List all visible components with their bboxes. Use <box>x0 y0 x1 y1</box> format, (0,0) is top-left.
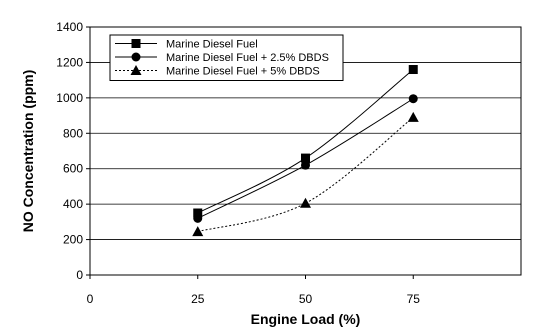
data-point-triangle <box>300 197 311 208</box>
data-point-circle <box>193 213 203 223</box>
legend-marker <box>131 52 141 62</box>
y-tick-label: 800 <box>63 126 83 140</box>
x-tick-label: 25 <box>191 292 205 306</box>
data-point-square <box>193 208 203 218</box>
y-tick-label: 1000 <box>56 91 83 105</box>
legend-box <box>109 34 344 81</box>
x-axis-title: Engine Load (%) <box>251 311 361 327</box>
series-2 <box>193 94 418 223</box>
y-tick-label: 400 <box>63 197 83 211</box>
y-tick-label: 200 <box>63 233 83 247</box>
legend-marker <box>131 39 141 48</box>
y-tick-label: 600 <box>63 162 83 176</box>
axis-ticks: 0 200 400 600 800 1000 1200 1400 0 25 50 75 <box>56 20 420 306</box>
data-point-circle <box>301 160 310 170</box>
data-point-circle <box>408 94 418 104</box>
data-point-triangle <box>192 226 204 237</box>
data-point-square <box>301 153 310 163</box>
y-tick-label: 1200 <box>56 55 83 69</box>
series-1 <box>193 65 418 218</box>
data-point-square <box>408 65 418 75</box>
legend-item: Marine Diesel Fuel + 2.5% DBDS <box>115 52 329 64</box>
y-tick-label: 1400 <box>56 20 83 34</box>
x-tick-label: 50 <box>299 292 313 306</box>
legend-item: Marine Diesel Fuel <box>115 39 258 51</box>
y-axis-title: NO Concentration (ppm) <box>20 70 36 233</box>
data-point-triangle <box>407 111 419 122</box>
y-tick-label: 0 <box>76 268 83 282</box>
x-tick-label: 75 <box>407 292 421 306</box>
series-3 <box>192 111 419 237</box>
legend-item: Marine Diesel Fuel + 5% DBDS <box>115 65 320 78</box>
legend-label: Marine Diesel Fuel <box>166 39 258 51</box>
legend-marker <box>130 65 142 75</box>
legend-label: Marine Diesel Fuel + 2.5% DBDS <box>166 52 329 64</box>
legend-label: Marine Diesel Fuel + 5% DBDS <box>166 66 320 78</box>
x-tick-label: 0 <box>87 292 94 306</box>
series-layer <box>192 65 419 237</box>
